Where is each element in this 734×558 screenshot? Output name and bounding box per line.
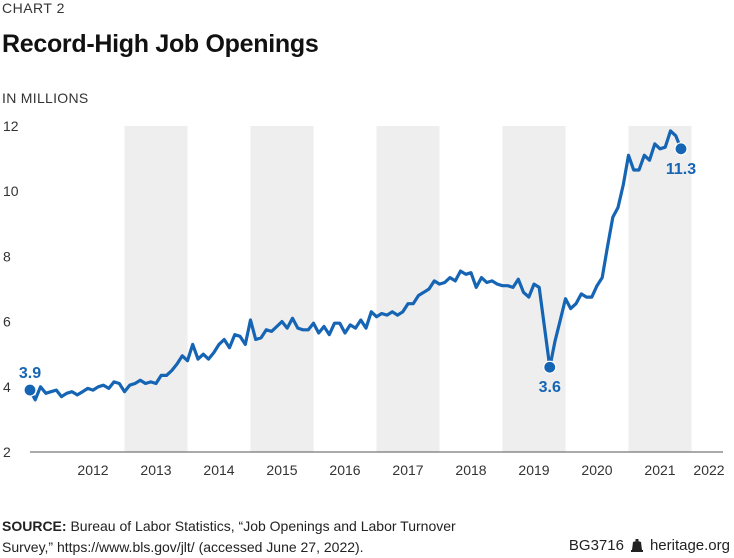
x-tick-label-2013: 2013 [140,462,171,478]
x-tick-label-2016: 2016 [329,462,360,478]
shade-band-2013 [124,126,188,452]
source-text: Bureau of Labor Statistics, “Job Opening… [2,518,456,555]
x-axis: 2012 2013 2014 2015 2016 2017 2018 2019 2020 2021… [77,462,724,478]
liberty-bell-icon [630,538,643,552]
shade-band-2015 [250,126,314,452]
x-tick-label-2019: 2019 [518,462,549,478]
x-tick-label-2017: 2017 [392,462,423,478]
report-id: BG3716 [568,537,624,554]
x-tick-label-2015: 2015 [266,462,297,478]
site-name: heritage.org [649,537,730,554]
x-tick-label-2018: 2018 [455,462,486,478]
annotation-dot [23,383,37,397]
x-tick-label-2012: 2012 [77,462,108,478]
source-label: SOURCE: [2,518,67,534]
shade-band-2021 [628,126,692,452]
y-tick-label: 8 [3,248,11,264]
chart-number: CHART 2 [2,0,65,16]
x-tick-label-2014: 2014 [203,462,234,478]
source-note: SOURCE: Bureau of Labor Statistics, “Job… [2,516,472,558]
annotation-label: 11.3 [666,161,696,178]
y-tick-label: 2 [3,444,11,460]
x-tick-label-2020: 2020 [581,462,612,478]
annotation-label: 3.9 [19,365,41,382]
x-tick-label-2021: 2021 [644,462,675,478]
annotation-dot [543,360,557,374]
annotation-label: 3.6 [539,379,561,396]
value-annotations: 3.9 3.6 11.3 [19,142,696,397]
y-axis-units-label: IN MILLIONS [2,90,89,106]
y-tick-label: 12 [3,118,19,134]
y-tick-label: 6 [3,314,11,330]
x-tick-label-2022: 2022 [693,462,724,478]
shade-band-2019 [502,126,566,452]
footer-credit: BG3716 heritage.org [569,537,730,554]
y-tick-label: 4 [3,379,11,395]
y-tick-label: 10 [3,183,19,199]
annotation-dot [674,142,688,156]
chart-title: Record-High Job Openings [2,30,319,58]
year-shading-bands [124,126,692,452]
y-axis: 2 4 6 8 10 12 [3,118,19,460]
job-openings-line [28,129,683,402]
